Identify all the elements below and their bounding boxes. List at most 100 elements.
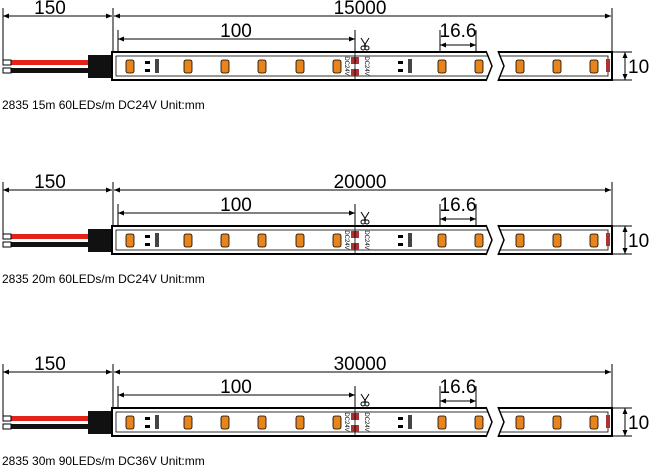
black-wire <box>8 68 92 73</box>
strip-block: 150 15000 100 16.6 DC24V DC24V 10 2835 15m 60LE… <box>2 0 649 112</box>
strip-length: 15000 <box>334 0 387 19</box>
end-pad <box>606 415 610 428</box>
resistor <box>398 69 403 72</box>
red-wire <box>8 416 92 421</box>
resistor <box>145 61 150 64</box>
caption: 2835 30m 90LEDs/m DC36V Unit:mm <box>2 454 205 468</box>
led <box>515 415 525 430</box>
resistor <box>145 425 150 428</box>
resistor <box>145 417 150 420</box>
strip-width: 10 <box>628 57 649 78</box>
strip <box>111 51 613 81</box>
break-line <box>485 50 505 82</box>
strip-length: 30000 <box>334 354 387 375</box>
scissors <box>360 45 366 51</box>
connector <box>88 55 113 78</box>
led <box>295 59 305 74</box>
scissors <box>364 401 370 407</box>
led-spacing: 16.6 <box>440 377 477 398</box>
strip-block: 150 20000 100 16.6 DC24V DC24V 10 2835 20m 60LE… <box>2 172 649 286</box>
resistor <box>398 61 403 64</box>
led <box>552 233 562 248</box>
led-spacing: 16.6 <box>440 195 477 216</box>
scissors <box>364 219 370 225</box>
marking: DC24V <box>363 56 369 75</box>
led <box>220 233 230 248</box>
lead-length: 150 <box>34 354 66 375</box>
led <box>332 233 342 248</box>
led <box>183 233 193 248</box>
strip-block: 150 30000 100 16.6 DC24V DC24V 10 2835 30m 90LE… <box>2 354 649 468</box>
arrow-head <box>622 408 628 436</box>
marking: DC24V <box>343 230 349 249</box>
red-wire <box>8 234 92 239</box>
break <box>486 406 504 438</box>
black-wire <box>8 242 92 247</box>
resistor <box>398 417 403 420</box>
led <box>552 415 562 430</box>
resistor <box>398 235 403 238</box>
led <box>332 59 342 74</box>
resistor <box>155 415 159 429</box>
caption: 2835 15m 60LEDs/m DC24V Unit:mm <box>2 98 205 112</box>
scissors <box>360 219 366 225</box>
cut-pitch: 100 <box>220 195 252 216</box>
strip-width: 10 <box>628 231 649 252</box>
resistor <box>145 243 150 246</box>
arrow-head <box>622 226 628 254</box>
end-pad <box>606 233 610 246</box>
resistor <box>408 415 412 429</box>
led <box>437 415 447 430</box>
scissors <box>360 37 370 47</box>
scissors <box>364 45 370 51</box>
led <box>552 59 562 74</box>
terminal <box>2 67 12 74</box>
led-spacing: 16.6 <box>440 21 477 42</box>
terminal <box>2 423 12 430</box>
cut-pitch: 100 <box>220 21 252 42</box>
marking: DC24V <box>343 412 349 431</box>
led <box>295 233 305 248</box>
led <box>589 233 599 248</box>
led <box>437 233 447 248</box>
led <box>589 59 599 74</box>
led <box>183 59 193 74</box>
led <box>437 59 447 74</box>
terminal <box>2 233 12 240</box>
terminal <box>2 59 12 66</box>
led <box>474 415 484 430</box>
strip-length: 20000 <box>334 172 387 193</box>
resistor <box>145 69 150 72</box>
marking: DC24V <box>343 56 349 75</box>
resistor <box>155 59 159 73</box>
scissors <box>360 211 370 221</box>
break <box>486 50 504 82</box>
led <box>474 59 484 74</box>
strip <box>111 407 613 437</box>
red-wire <box>8 60 92 65</box>
led <box>220 59 230 74</box>
terminal <box>2 415 12 422</box>
resistor <box>398 243 403 246</box>
resistor <box>145 235 150 238</box>
lead-length: 150 <box>34 172 66 193</box>
break <box>486 224 504 256</box>
terminal <box>2 241 12 248</box>
led <box>220 415 230 430</box>
connector <box>88 229 113 252</box>
break-line <box>485 224 505 256</box>
resistor <box>398 425 403 428</box>
led <box>474 233 484 248</box>
led <box>515 233 525 248</box>
resistor <box>408 233 412 247</box>
black-wire <box>8 424 92 429</box>
connector <box>88 411 113 434</box>
strip <box>111 225 613 255</box>
led <box>125 415 135 430</box>
scissors <box>360 393 370 403</box>
scissors <box>360 401 366 407</box>
led <box>515 59 525 74</box>
resistor <box>408 59 412 73</box>
